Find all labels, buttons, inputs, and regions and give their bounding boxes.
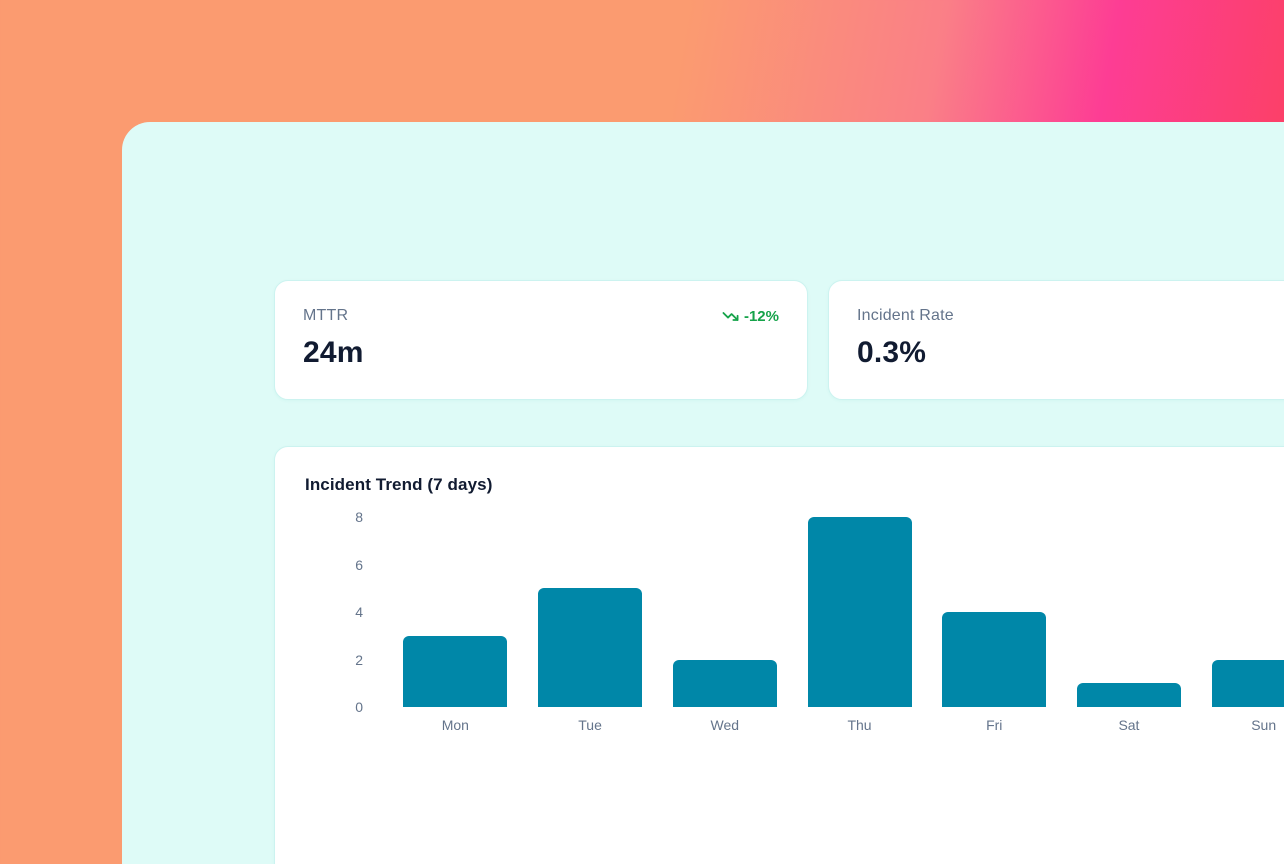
- kpi-card-incident-rate: Incident Rate -5% 0.3%: [828, 280, 1284, 400]
- chart-bar-tue: [538, 588, 643, 707]
- y-axis-tick: 4: [355, 604, 363, 620]
- incident-trend-card: Incident Trend (7 days) 0 2 4 6 8 Mon Tue Wed T…: [274, 446, 1284, 864]
- chart-bar-wed: [672, 659, 777, 707]
- bar-slot: [523, 588, 658, 707]
- x-axis-label: Thu: [847, 717, 872, 733]
- bar-plot: [375, 517, 1284, 707]
- kpi-label: MTTR: [303, 307, 349, 324]
- chart-bar-mon: [403, 635, 508, 707]
- bar-slot: [388, 635, 523, 707]
- x-axis-labels: Mon Tue Wed Thu Fri Sat Sun: [388, 717, 1284, 733]
- kpi-card-header: Incident Rate -5%: [857, 307, 1284, 325]
- x-axis-label: Mon: [441, 717, 469, 733]
- kpi-trend-badge: -12%: [722, 308, 779, 325]
- y-axis-tick: 0: [355, 699, 363, 715]
- kpi-value: 24m: [303, 336, 364, 369]
- x-axis-label: Sat: [1118, 717, 1140, 733]
- bar-slot: [1196, 659, 1284, 707]
- bar-slot: [657, 659, 792, 707]
- y-axis-tick: 2: [355, 651, 363, 668]
- dashboard-panel: MTTR -12% 24m Incident Rate: [122, 122, 1284, 864]
- kpi-card-header: MTTR -12%: [303, 307, 779, 325]
- x-axis-label: Fri: [986, 717, 1003, 733]
- x-axis-label: Wed: [710, 717, 740, 733]
- y-axis-tick: 8: [355, 509, 363, 525]
- chart-bar-thu: [807, 517, 912, 707]
- bar-slot: [792, 517, 927, 707]
- kpi-trend-value: -12%: [743, 307, 779, 325]
- bar-chart: 0 2 4 6 8: [305, 509, 1284, 715]
- chart-bar-fri: [942, 612, 1047, 707]
- chart-title: Incident Trend (7 days): [305, 475, 493, 494]
- kpi-label: Incident Rate: [857, 307, 954, 324]
- x-axis-label: Sun: [1251, 717, 1277, 733]
- trending-down-icon: [722, 308, 739, 325]
- kpi-card-mttr: MTTR -12% 24m: [274, 280, 808, 400]
- x-axis-label: Tue: [578, 717, 602, 733]
- bar-slot: [1062, 683, 1197, 707]
- chart-bar-sun: [1211, 659, 1284, 707]
- bar-slot: [927, 612, 1062, 707]
- kpi-value: 0.3%: [857, 336, 927, 369]
- chart-bar-sat: [1076, 683, 1181, 707]
- y-axis-tick: 6: [355, 556, 363, 573]
- y-axis: 0 2 4 6 8: [305, 509, 375, 715]
